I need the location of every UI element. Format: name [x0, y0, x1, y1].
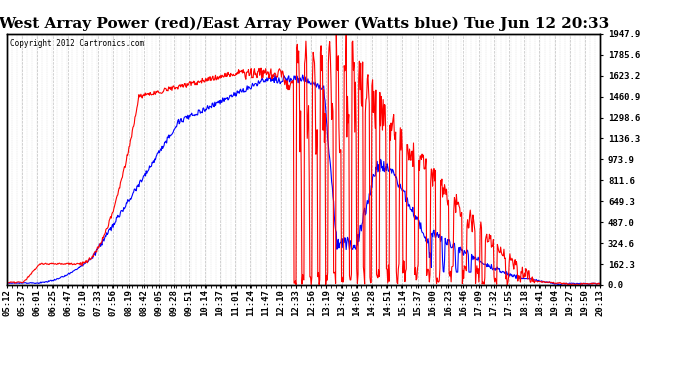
Title: West Array Power (red)/East Array Power (Watts blue) Tue Jun 12 20:33: West Array Power (red)/East Array Power …	[0, 17, 609, 31]
Text: Copyright 2012 Cartronics.com: Copyright 2012 Cartronics.com	[10, 39, 144, 48]
